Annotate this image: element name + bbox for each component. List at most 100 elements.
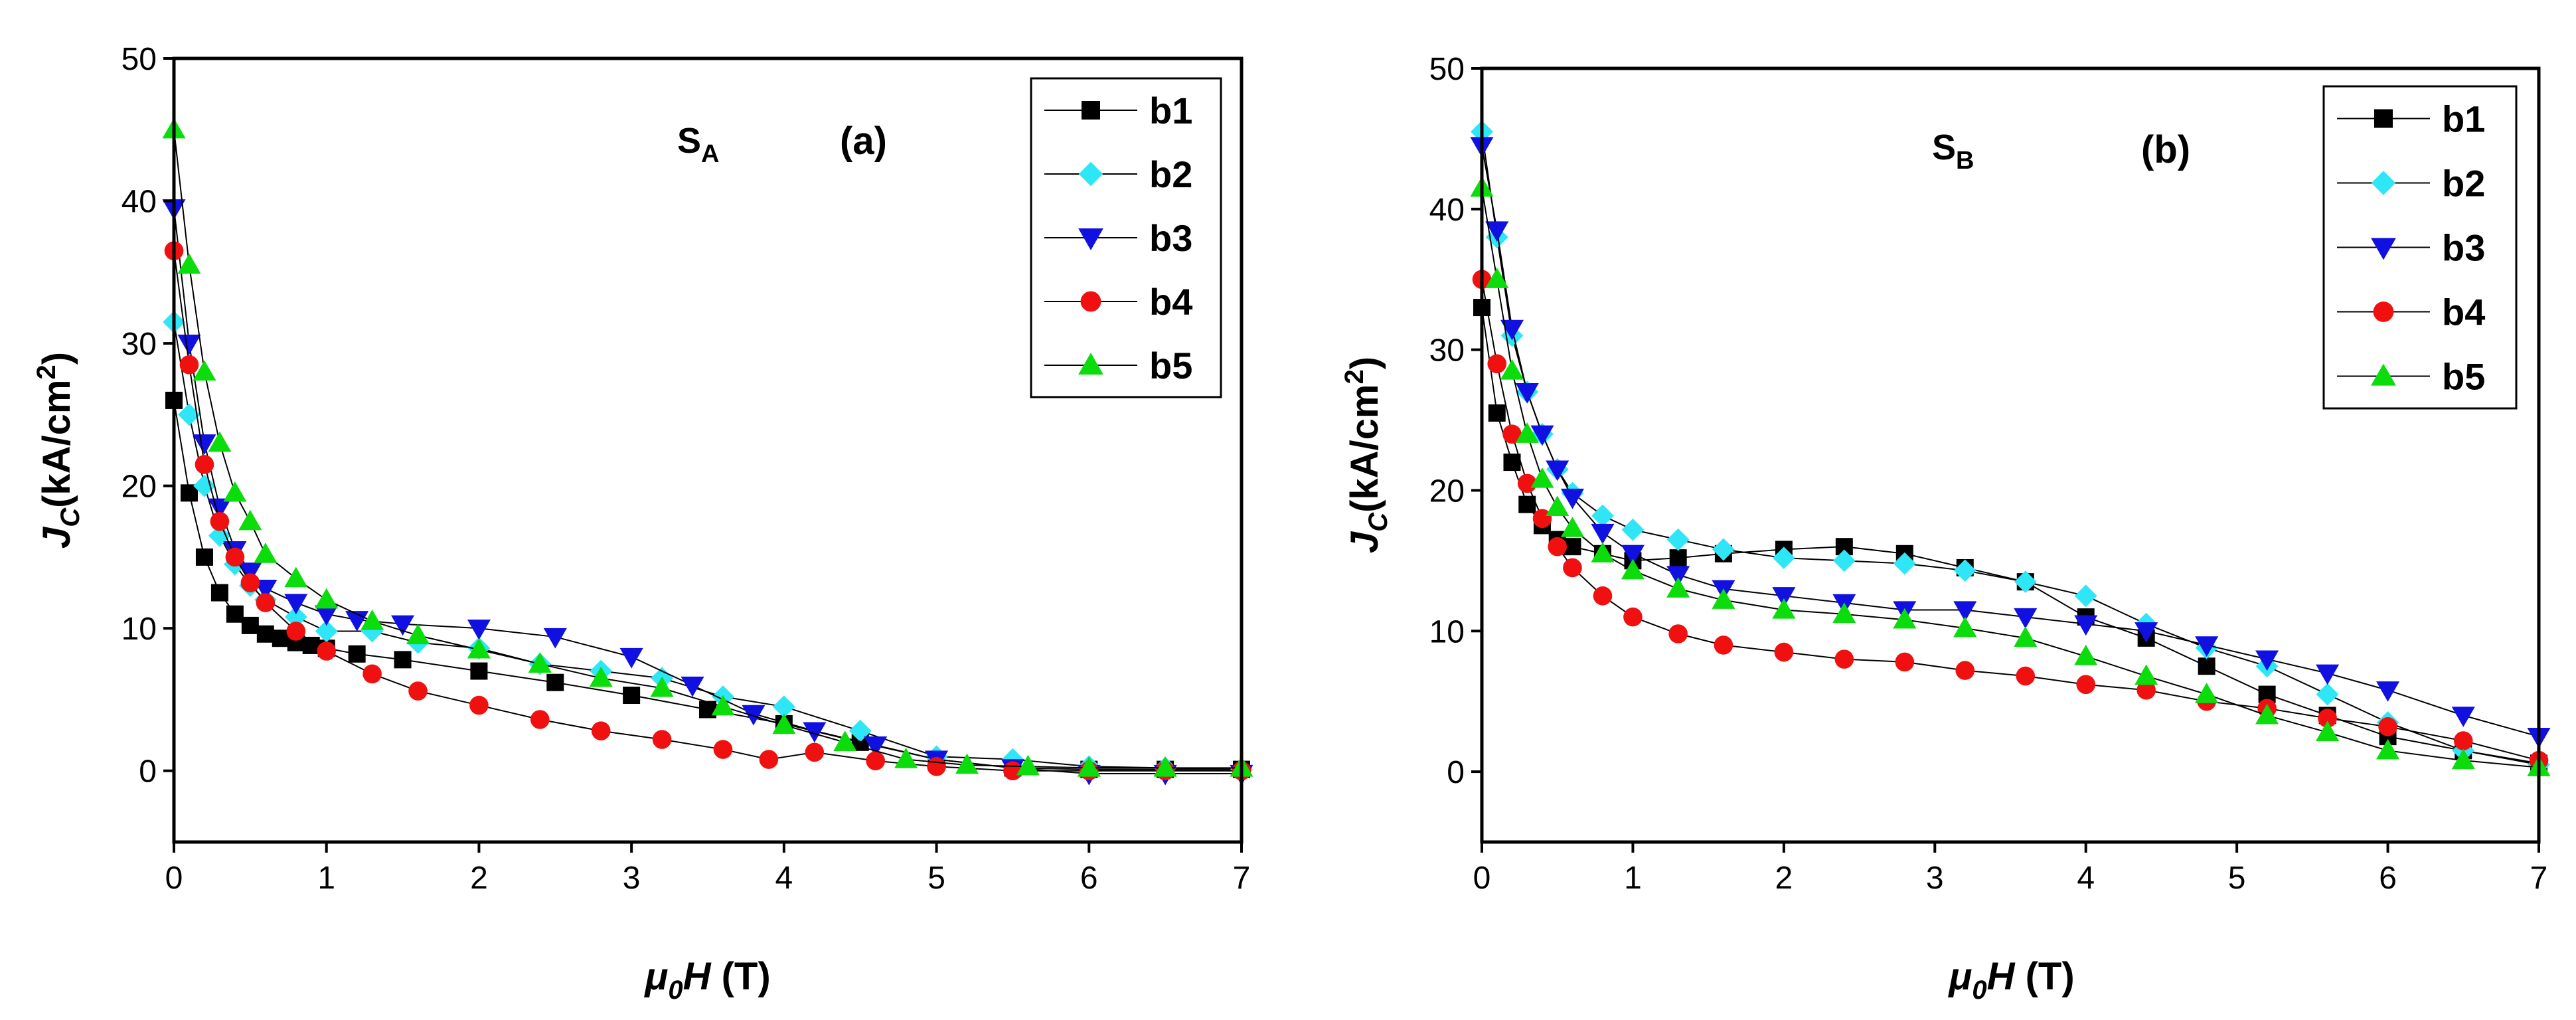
data-point-b4 [805,742,825,762]
data-point-b4 [759,750,779,769]
data-point-b5 [315,588,339,609]
data-point-b5 [193,360,216,381]
data-point-b1 [256,625,274,643]
data-point-b5 [1500,359,1524,380]
data-point-b5 [589,666,613,687]
panel-b-tag: (b) [2141,128,2190,171]
x-tick-label: 4 [775,861,793,896]
panel-b-legend: b1 b2 b3 b4 b5 [2337,98,2485,398]
data-point-b3 [1485,221,1509,242]
data-point-b3 [1772,587,1796,608]
data-point-b3 [254,579,278,600]
data-point-b3 [315,605,339,626]
y-tick-label: 20 [1429,473,1465,509]
legend-marker-b1 [2374,109,2393,128]
data-point-b1 [470,662,488,680]
panel-b-ticks: 0 1 2 3 4 5 6 7 0 10 20 30 40 50 [1429,52,2548,896]
data-point-b4 [286,622,306,641]
x-tick-label: 0 [165,861,183,896]
data-point-b5 [2376,738,2400,760]
x-tick-label: 7 [2530,861,2548,896]
data-point-b3 [1500,319,1524,341]
series-b3 [1470,137,2551,748]
data-point-b5 [1666,577,1690,598]
data-point-b1 [1503,454,1521,471]
legend-label-b2: b2 [2442,163,2485,205]
data-point-b5 [711,695,735,716]
data-point-b2 [2014,570,2037,594]
data-point-b1 [272,630,289,647]
data-point-b2 [315,620,338,643]
data-point-b2 [1893,552,1916,575]
legend-entry-b5: b5 [2337,356,2485,398]
data-point-b4 [652,730,672,749]
data-point-b3 [1666,566,1690,587]
legend-entry-b3: b3 [1044,217,1192,259]
data-point-b3 [391,615,415,636]
data-point-b5 [254,543,278,563]
data-point-b3 [1546,460,1570,481]
data-point-b5 [1153,756,1177,777]
data-point-b4 [256,593,276,612]
data-point-b4 [866,751,885,771]
legend-marker-b5 [2371,363,2396,386]
x-tick-label: 5 [2228,861,2246,896]
data-point-b3 [2195,636,2219,657]
legend-label-b5: b5 [1149,345,1192,386]
panel-b-plot-frame [1480,66,2541,844]
data-point-b4 [1593,586,1613,606]
data-point-b5 [1530,467,1554,488]
data-point-b3 [2134,622,2158,643]
legend-label-b1: b1 [1149,90,1192,131]
data-point-b5 [1016,754,1040,776]
data-point-b1 [210,584,228,602]
series-b5 [162,118,1253,777]
data-point-b5 [2134,664,2158,685]
data-point-b4 [1487,354,1507,374]
data-point-b4 [179,355,199,375]
x-tick-label: 0 [1473,861,1491,896]
x-tick-label: 2 [1775,861,1793,896]
legend-label-b3: b3 [1149,217,1192,259]
data-point-b5 [208,431,232,452]
legend-label-b3: b3 [2442,227,2485,269]
data-point-b3 [2074,615,2098,636]
data-point-b5 [467,638,491,659]
data-point-b3 [467,620,491,640]
legend-marker-b4 [1080,291,1101,312]
data-point-b5 [177,253,201,274]
data-point-b4 [2076,675,2096,695]
data-point-b3 [864,736,888,757]
data-point-b2 [2316,683,2339,706]
data-point-b5 [1485,268,1509,288]
data-point-b5 [1515,422,1539,443]
x-tick-label: 6 [1080,861,1098,896]
series-line-b5 [1481,187,2539,768]
data-point-b5 [772,713,796,734]
data-point-b5 [1560,517,1585,537]
data-point-b5 [2014,626,2038,647]
data-point-b5 [361,609,384,630]
data-point-b5 [2074,644,2098,665]
legend-marker-b3 [1078,228,1103,250]
legend-marker-b4 [2373,301,2394,322]
panel-a-y-axis-title: JC(kA/cm2) [32,352,85,549]
data-point-b2 [2074,584,2097,608]
x-tick-label: 3 [623,861,641,896]
panel-a-tag: (a) [840,120,887,163]
legend-entry-b5: b5 [1044,345,1192,386]
data-point-b4 [408,681,428,701]
data-point-b4 [2378,717,2397,736]
data-point-b4 [362,664,382,684]
data-point-b5 [223,481,247,502]
panel-b-y-axis-title: JC(kA/cm2) [1340,357,1393,553]
data-point-b2 [178,403,201,426]
data-point-b1 [623,687,641,705]
data-point-b3 [2255,650,2279,671]
data-point-b5 [1712,588,1735,609]
legend-entry-b2: b2 [2337,163,2485,205]
data-point-b4 [210,511,230,531]
data-point-b4 [1563,558,1582,578]
data-point-b4 [2318,709,2337,728]
